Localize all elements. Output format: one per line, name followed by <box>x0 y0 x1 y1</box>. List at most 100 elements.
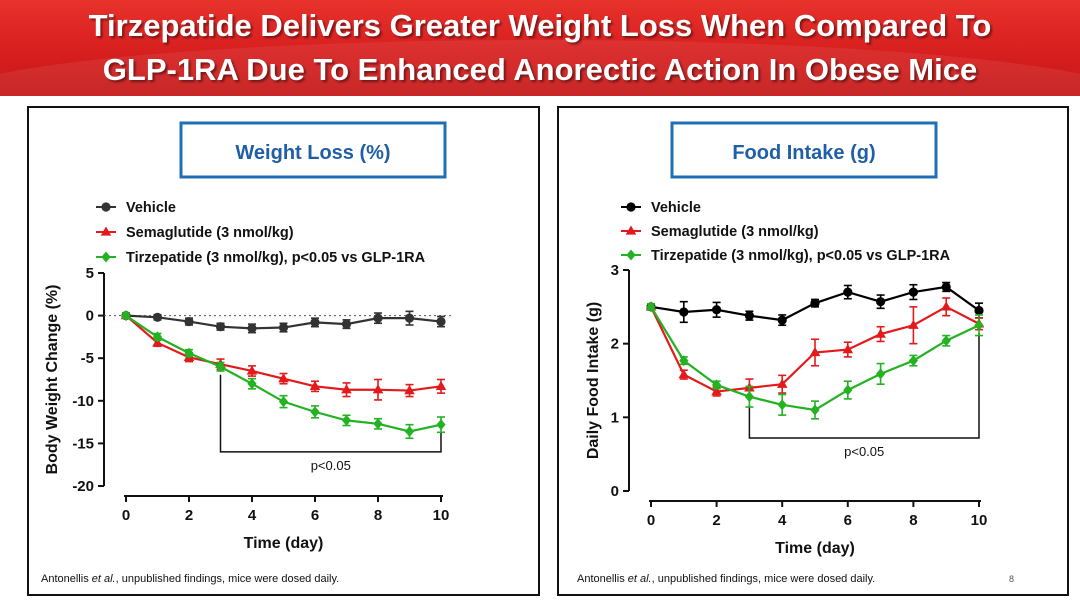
data-point <box>941 335 951 347</box>
x-tick-label: 4 <box>248 507 257 524</box>
y-tick-label: 1 <box>611 409 619 426</box>
data-point <box>679 355 689 367</box>
series-circle <box>121 310 446 334</box>
footnote-etal: et al. <box>627 573 652 585</box>
slide-title-line2: GLP-1RA Due To Enhanced Anorectic Action… <box>102 52 978 87</box>
y-tick-label: -5 <box>81 350 94 367</box>
y-tick-label: -20 <box>72 478 94 495</box>
y-tick-label: 2 <box>611 336 619 353</box>
legend-item: Vehicle <box>96 200 176 216</box>
data-point <box>436 316 446 327</box>
x-tick-label: 6 <box>844 512 852 529</box>
legend-marker <box>626 202 636 212</box>
data-point <box>777 315 787 325</box>
y-tick-label: -15 <box>72 435 94 452</box>
data-point <box>247 378 257 390</box>
chart-title: Food Intake (g) <box>732 142 875 164</box>
data-point <box>247 323 257 333</box>
data-point <box>974 305 984 316</box>
legend-label: Tirzepatide (3 nmol/kg), p<0.05 vs GLP-1… <box>126 250 426 266</box>
page-number: 8 <box>1009 574 1015 584</box>
data-point <box>184 347 194 359</box>
y-tick-label: 3 <box>611 262 619 279</box>
data-point <box>152 331 163 343</box>
legend-label: Vehicle <box>651 200 701 216</box>
x-tick-label: 2 <box>185 507 193 524</box>
data-point <box>404 385 415 395</box>
data-point <box>744 391 754 403</box>
x-tick-label: 0 <box>647 512 655 529</box>
data-point <box>941 282 951 292</box>
slide-title-line1: Tirzepatide Delivers Greater Weight Loss… <box>88 8 992 43</box>
x-tick-label: 8 <box>374 507 382 524</box>
series-diamond <box>121 310 446 440</box>
data-point <box>309 380 321 390</box>
data-point <box>908 355 918 367</box>
legend-item: Tirzepatide (3 nmol/kg), p<0.05 vs GLP-1… <box>96 250 426 266</box>
x-axis-label: Time (day) <box>244 535 324 552</box>
data-point <box>310 406 320 418</box>
data-point <box>373 313 383 323</box>
x-tick-label: 10 <box>971 512 988 529</box>
data-point <box>436 419 446 431</box>
data-point <box>908 319 919 329</box>
data-point <box>678 369 690 379</box>
footnote-rest: , unpublished findings, mice were dosed … <box>651 573 876 585</box>
chart-title: Weight Loss (%) <box>235 142 390 164</box>
data-point <box>712 305 722 315</box>
y-axis-label: Daily Food Intake (g) <box>585 302 602 459</box>
legend-label: Tirzepatide (3 nmol/kg), p<0.05 vs GLP-1… <box>651 248 951 264</box>
data-point <box>184 316 194 327</box>
data-point <box>875 328 886 338</box>
data-point <box>404 313 415 323</box>
food-intake-chart: Food Intake (g) Vehicle Semaglutide (3 nmo… <box>585 121 988 557</box>
data-point <box>278 396 289 408</box>
legend-marker <box>101 202 111 212</box>
legend-label: Semaglutide (3 nmol/kg) <box>651 224 819 240</box>
data-point <box>372 384 384 394</box>
legend-label: Semaglutide (3 nmol/kg) <box>126 225 294 241</box>
data-point <box>776 378 788 388</box>
data-point <box>341 319 352 329</box>
x-tick-label: 2 <box>712 512 720 529</box>
weight-loss-chart: Weight Loss (%) Vehicle Semaglutide (3 nmo… <box>44 121 453 552</box>
data-point <box>974 319 984 331</box>
data-point <box>121 310 131 322</box>
significance-bracket <box>219 374 442 453</box>
data-point <box>876 297 886 307</box>
data-point <box>908 287 918 297</box>
data-point <box>809 346 821 357</box>
data-point <box>843 384 853 396</box>
y-tick-label: 0 <box>86 308 94 325</box>
y-tick-label: 5 <box>86 265 94 282</box>
significance-label: p<0.05 <box>844 444 884 459</box>
legend-marker <box>101 251 111 263</box>
data-point <box>810 298 820 308</box>
x-tick-label: 10 <box>433 507 450 524</box>
food-intake-panel: Food Intake (g) Vehicle Semaglutide (3 nmo… <box>557 106 1069 596</box>
data-point <box>215 322 226 332</box>
x-tick-label: 6 <box>311 507 319 524</box>
y-tick-label: 0 <box>611 483 619 500</box>
x-tick-label: 0 <box>122 507 130 524</box>
data-point <box>278 322 289 333</box>
footnote-right: Antonellis et al., unpublished findings,… <box>577 573 875 585</box>
series-diamond <box>646 301 984 420</box>
data-point <box>310 317 320 328</box>
legend-label: Vehicle <box>126 200 176 216</box>
footnote-author: Antonellis <box>41 573 92 585</box>
x-tick-label: 4 <box>778 512 787 529</box>
legend-marker <box>625 225 637 235</box>
data-point <box>646 301 656 313</box>
data-point <box>810 404 820 416</box>
footnote-author: Antonellis <box>577 573 628 585</box>
legend-item: Semaglutide (3 nmol/kg) <box>96 225 294 241</box>
data-point <box>246 365 258 375</box>
data-point <box>435 380 447 390</box>
data-point <box>215 361 226 373</box>
data-point <box>152 312 163 322</box>
x-tick-label: 8 <box>909 512 917 529</box>
data-point <box>679 307 689 317</box>
data-point <box>843 287 853 297</box>
y-axis-label: Body Weight Change (%) <box>44 285 61 475</box>
